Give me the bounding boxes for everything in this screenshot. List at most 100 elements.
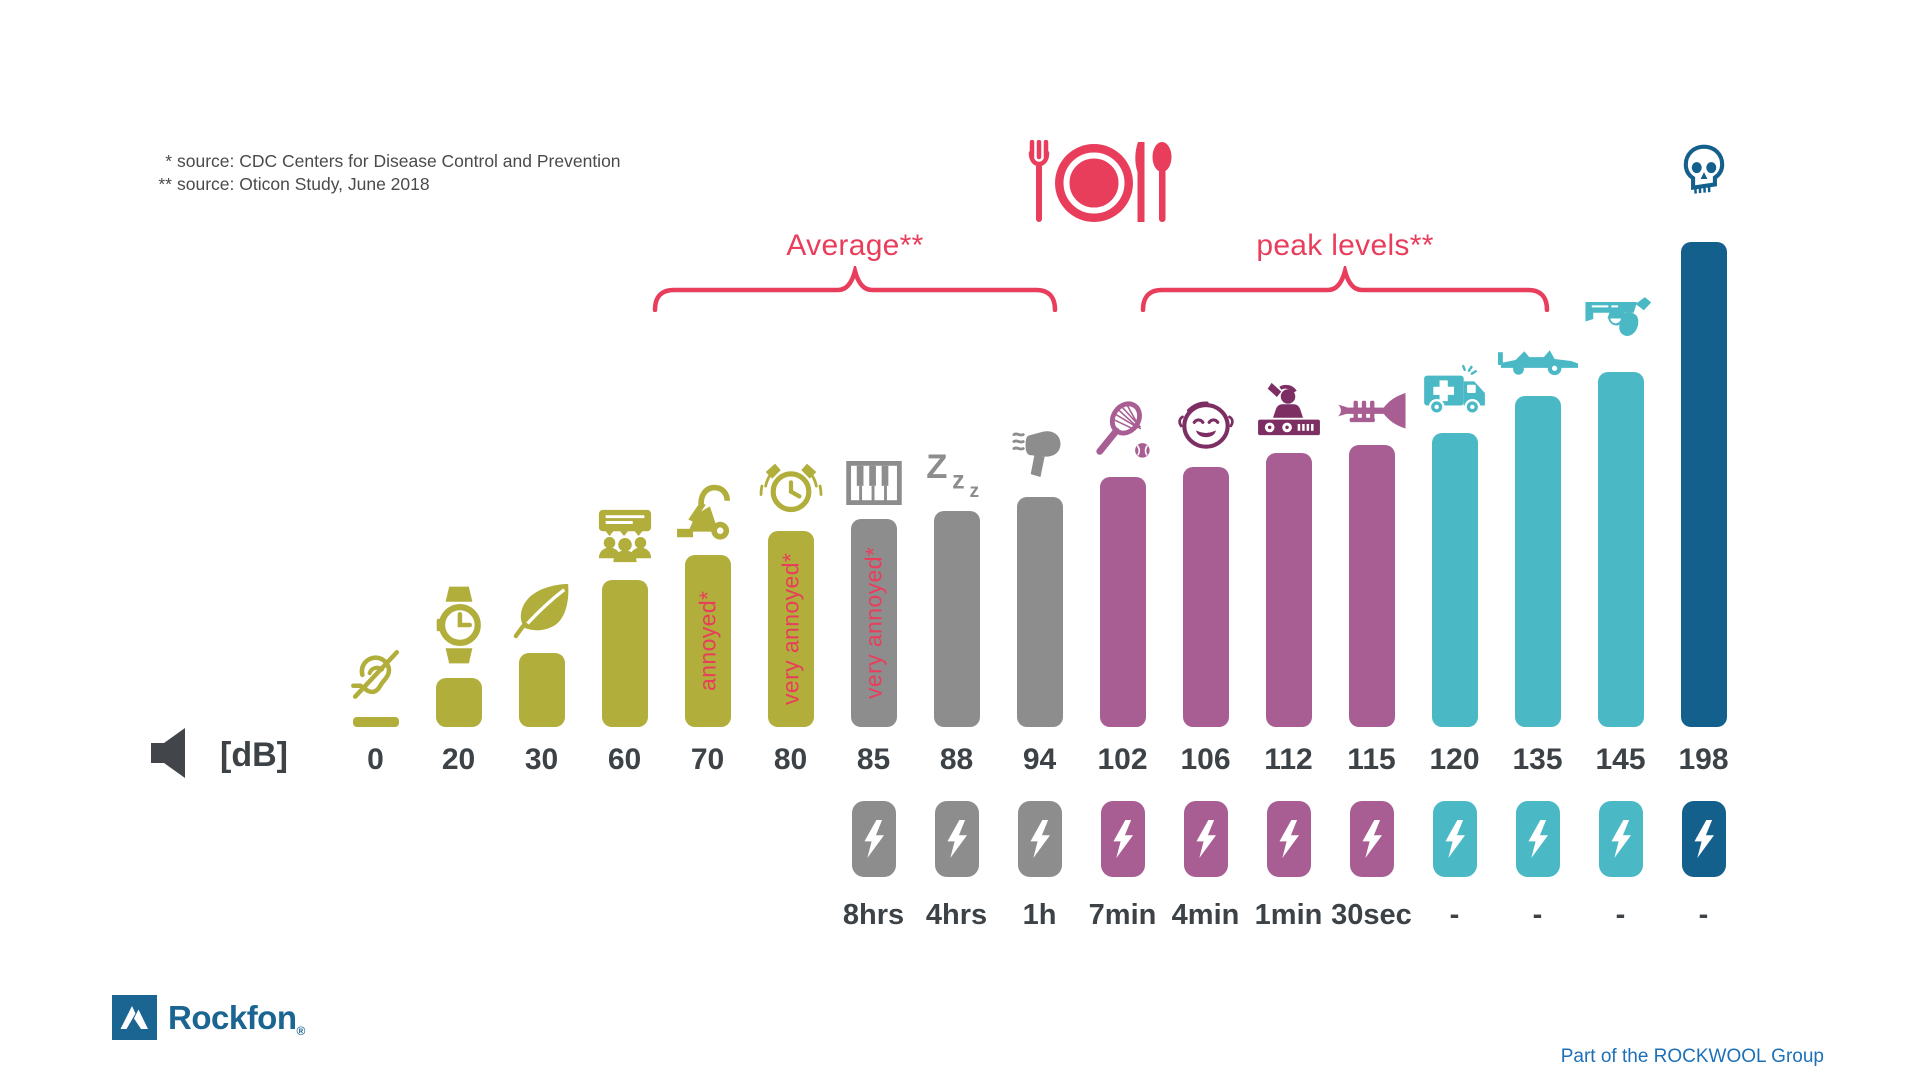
db-bar — [435, 678, 482, 727]
lightning-bolt-icon — [1110, 819, 1136, 859]
average-bracket — [652, 266, 1058, 312]
crying-baby-icon — [1177, 397, 1235, 453]
exposure-badge — [934, 801, 979, 877]
db-value-label: 94 — [1022, 743, 1057, 776]
db-value-label: 20 — [441, 743, 476, 776]
exposure-time-label: - — [1698, 899, 1709, 931]
lightning-bolt-icon — [1276, 819, 1302, 859]
chart-column-20: 20 — [417, 0, 500, 1080]
source-notes: * source: CDC Centers for Disease Contro… — [150, 150, 621, 196]
peak-levels-bracket — [1140, 266, 1550, 312]
chart-column-115: 115 30sec — [1330, 0, 1413, 1080]
exposure-badge — [1017, 801, 1062, 877]
db-bar — [1431, 433, 1478, 727]
svg-text:z: z — [952, 466, 965, 494]
rockfon-logo-mark-icon — [112, 995, 157, 1045]
db-bar: very annoyed* — [850, 519, 897, 727]
rockfon-logo: Rockfon® — [112, 995, 305, 1048]
exposure-time-label: 7min — [1088, 899, 1157, 931]
chart-column-135: 135 - — [1496, 0, 1579, 1080]
svg-text:z: z — [969, 481, 979, 499]
chart-column-102: 102 7min — [1081, 0, 1164, 1080]
chart-column-112: 112 1min — [1247, 0, 1330, 1080]
lightning-bolt-icon — [944, 819, 970, 859]
db-value-label: 115 — [1347, 743, 1396, 776]
chart-column-0: 0 — [334, 0, 417, 1080]
db-bar — [601, 580, 648, 727]
db-bar — [1182, 467, 1229, 727]
exposure-time-label: 30sec — [1331, 899, 1412, 931]
db-bar — [518, 653, 565, 727]
source-note-text: source: CDC Centers for Disease Control … — [177, 151, 621, 171]
db-bar: annoyed* — [684, 555, 731, 727]
db-bar — [1514, 396, 1561, 727]
db-bar — [352, 717, 399, 727]
exposure-badge — [1100, 801, 1145, 877]
tennis-racket-icon — [1092, 401, 1154, 463]
exposure-badge — [851, 801, 896, 877]
ear-off-icon — [347, 645, 405, 703]
chart-column-80: very annoyed* 80 — [749, 0, 832, 1080]
db-bar — [933, 511, 980, 727]
rockwool-group-tagline: Part of the ROCKWOOL Group — [1560, 1046, 1824, 1067]
revolver-icon — [1584, 295, 1658, 346]
ambulance-icon — [1423, 365, 1487, 419]
exposure-badge — [1515, 801, 1560, 877]
group-conversation-icon — [596, 508, 654, 566]
db-bar — [1597, 372, 1644, 727]
exposure-time-label: 1h — [1022, 899, 1057, 931]
db-value-label: 198 — [1678, 743, 1729, 776]
lightning-bolt-icon — [1359, 819, 1385, 859]
lightning-bolt-icon — [1442, 819, 1468, 859]
db-unit-label: [dB] — [220, 736, 288, 774]
exposure-time-label: - — [1449, 899, 1460, 931]
lightning-bolt-icon — [861, 819, 887, 859]
average-label: Average** — [786, 229, 924, 262]
chart-column-70: annoyed* 70 — [666, 0, 749, 1080]
chart-column-85: very annoyed* 85 8hrs — [832, 0, 915, 1080]
exposure-badge — [1349, 801, 1394, 877]
lightning-bolt-icon — [1027, 819, 1053, 859]
wristwatch-icon — [434, 586, 484, 664]
bar-annoyance-label: very annoyed* — [860, 546, 886, 700]
db-bar: very annoyed* — [767, 531, 814, 727]
db-bar — [1348, 445, 1395, 727]
exposure-time-label: 4hrs — [925, 899, 988, 931]
exposure-time-label: - — [1615, 899, 1626, 931]
skull-icon — [1681, 144, 1727, 204]
exposure-time-label: 1min — [1254, 899, 1323, 931]
exposure-time-label: 4min — [1171, 899, 1240, 931]
rockfon-logo-text: Rockfon® — [168, 999, 305, 1038]
db-value-label: 80 — [773, 743, 808, 776]
exposure-badge — [1183, 801, 1228, 877]
db-value-label: 145 — [1595, 743, 1646, 776]
average-annotation: Average** — [652, 229, 1058, 312]
speaker-icon — [150, 727, 198, 784]
chart-column-198: 198 - — [1662, 0, 1745, 1080]
chart-column-120: 120 - — [1413, 0, 1496, 1080]
hair-dryer-icon — [1011, 429, 1069, 483]
chart-column-145: 145 - — [1579, 0, 1662, 1080]
exposure-badge — [1598, 801, 1643, 877]
piano-icon — [845, 461, 902, 505]
db-bar — [1016, 497, 1063, 727]
db-bar — [1265, 453, 1312, 727]
db-bar — [1680, 242, 1727, 727]
exposure-badge — [1681, 801, 1726, 877]
bar-annoyance-label: very annoyed* — [777, 552, 803, 706]
lightning-bolt-icon — [1193, 819, 1219, 859]
chart-column-30: 30 — [500, 0, 583, 1080]
bar-annoyance-label: annoyed* — [694, 590, 720, 692]
db-value-label: 30 — [524, 743, 559, 776]
leaf-icon — [511, 581, 573, 639]
peak-levels-label: peak levels** — [1256, 229, 1434, 262]
chart-column-60: 60 — [583, 0, 666, 1080]
db-value-label: 120 — [1429, 743, 1480, 776]
exposure-badge — [1432, 801, 1477, 877]
source-note-marker: ** — [158, 174, 172, 194]
db-value-label: 88 — [939, 743, 974, 776]
